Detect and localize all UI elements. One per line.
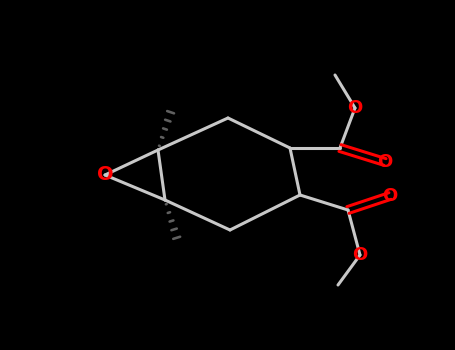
Text: O: O (352, 246, 368, 264)
Text: O: O (382, 187, 398, 205)
Text: O: O (377, 153, 393, 171)
Text: O: O (347, 99, 363, 117)
Text: O: O (96, 166, 113, 184)
